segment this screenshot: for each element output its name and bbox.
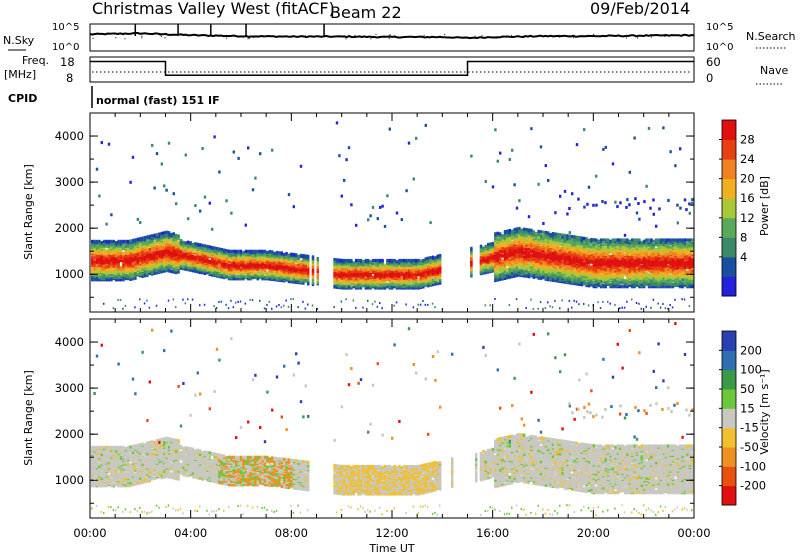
x-tick-label: 16:00 xyxy=(476,526,509,540)
velocity-colorbar-swatch xyxy=(722,427,736,448)
power-colorbar-tick: 24 xyxy=(740,152,755,166)
nsky-panel-frame xyxy=(89,23,695,52)
x-tick-label: 00:00 xyxy=(73,526,106,540)
velocity-colorbar-swatch xyxy=(722,389,736,409)
velocity-colorbar-swatch xyxy=(722,447,736,467)
freq-label: Freq. xyxy=(22,54,49,67)
power-colorbar-swatch xyxy=(722,237,736,258)
nsky-right-tick-bottom: 10^0 xyxy=(706,42,733,53)
velocity-colorbar-tick: -50 xyxy=(740,440,759,454)
power-colorbar-swatch xyxy=(722,217,736,238)
velocity-ytick-label: 2000 xyxy=(55,427,84,441)
freq-unit: [MHz] xyxy=(4,68,36,81)
x-tick-label: 08:00 xyxy=(275,526,308,540)
x-tick-label: 00:00 xyxy=(677,526,710,540)
power-colorbar-tick: 12 xyxy=(740,211,755,225)
power-colorbar-tick: 20 xyxy=(740,172,755,186)
velocity-colorbar-swatch xyxy=(722,408,736,429)
nsky-tick-top: 10^5 xyxy=(52,22,79,33)
power-ytick-label: 1000 xyxy=(55,267,84,281)
velocity-colorbar-tick: 200 xyxy=(740,343,762,357)
freq-line xyxy=(90,60,694,77)
nsearch-line xyxy=(92,33,690,40)
velocity-heatmap xyxy=(91,322,694,516)
nave-label: Nave xyxy=(760,64,788,77)
power-axes: 4000 3000 2000 1000 xyxy=(55,129,694,298)
cpid-text: normal (fast) 151 IF xyxy=(96,94,220,107)
velocity-colorbar: 200 100 50 15 -15 -50 -100 -200 xyxy=(719,330,766,506)
nave-tick-bottom: 0 xyxy=(706,71,713,85)
power-colorbar-swatch xyxy=(722,256,736,277)
velocity-colorbar-tick: 50 xyxy=(740,382,755,396)
velocity-ytick-label: 3000 xyxy=(55,381,84,395)
velocity-colorbar-swatch xyxy=(722,350,736,371)
velocity-colorbar-label: Velocity [m s⁻¹] xyxy=(758,369,771,454)
power-ytick-label: 3000 xyxy=(55,175,84,189)
power-ytick-label: 4000 xyxy=(55,129,84,143)
power-colorbar: 28 24 20 16 12 8 4 xyxy=(719,119,755,297)
power-colorbar-tick: 8 xyxy=(740,230,747,244)
date-label: 09/Feb/2014 xyxy=(590,0,690,18)
power-colorbar-tick: 28 xyxy=(740,133,755,147)
power-colorbar-swatch xyxy=(722,198,736,219)
nsky-tick-bottom: 10^0 xyxy=(52,42,79,53)
freq-tick-bottom: 8 xyxy=(66,71,73,85)
velocity-axes: 4000 3000 2000 1000 xyxy=(55,335,694,504)
beam-label: Beam 22 xyxy=(330,3,402,22)
station-title: Christmas Valley West (fitACF) xyxy=(92,0,335,18)
power-colorbar-swatch xyxy=(722,120,736,141)
x-tick-label: 12:00 xyxy=(375,526,408,540)
nsky-right-tick-top: 10^5 xyxy=(706,22,733,33)
power-ytick-label: 2000 xyxy=(55,221,84,235)
velocity-colorbar-tick: 100 xyxy=(740,363,762,377)
velocity-colorbar-swatch xyxy=(722,369,736,390)
nsky-line xyxy=(89,32,695,40)
velocity-colorbar-swatch xyxy=(722,331,736,351)
x-tick-label: 04:00 xyxy=(174,526,207,540)
nave-tick-top: 60 xyxy=(706,55,721,69)
power-colorbar-swatch xyxy=(722,159,736,180)
velocity-ylabel: Slant Range [km] xyxy=(22,370,35,466)
power-colorbar-swatch xyxy=(722,139,736,160)
velocity-ytick-label: 4000 xyxy=(55,335,84,349)
x-axis: 00:00 04:00 08:00 12:00 16:00 20:00 00:00 xyxy=(73,113,711,540)
velocity-colorbar-tick: -15 xyxy=(740,421,759,435)
power-heatmap xyxy=(91,121,694,310)
power-colorbar-label: Power [dB] xyxy=(758,176,771,236)
power-colorbar-swatch xyxy=(722,276,736,297)
x-tick-label: 20:00 xyxy=(577,526,610,540)
cpid-label: CPID xyxy=(8,92,37,105)
velocity-colorbar-tick: 15 xyxy=(740,401,755,415)
power-colorbar-swatch xyxy=(722,178,736,199)
nsearch-label: N.Search xyxy=(746,30,796,43)
x-axis-label: Time UT xyxy=(368,542,414,554)
velocity-colorbar-swatch xyxy=(722,485,736,506)
velocity-colorbar-swatch xyxy=(722,466,736,487)
freq-panel-frame xyxy=(89,56,695,83)
nsky-label: N.Sky xyxy=(3,34,35,47)
freq-tick-top: 18 xyxy=(60,55,75,69)
velocity-ytick-label: 1000 xyxy=(55,473,84,487)
power-colorbar-tick: 4 xyxy=(740,250,747,264)
power-colorbar-tick: 16 xyxy=(740,191,755,205)
power-ylabel: Slant Range [km] xyxy=(22,164,35,260)
velocity-colorbar-tick: -100 xyxy=(740,459,766,473)
velocity-colorbar-tick: -200 xyxy=(740,479,766,493)
